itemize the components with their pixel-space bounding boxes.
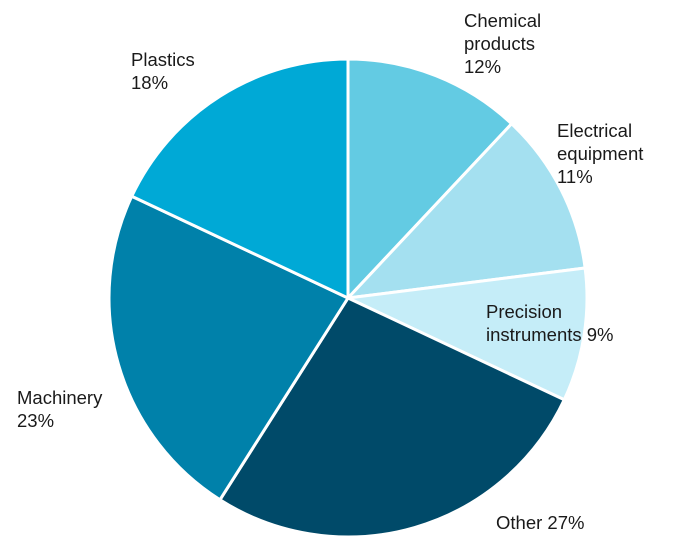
pie-slices [107, 57, 589, 538]
data-label-line: Precision [486, 301, 562, 322]
data-label-line: instruments 9% [486, 324, 614, 345]
data-label-precision-instruments: Precision instruments 9% [486, 301, 614, 345]
pie-slice-precision-instruments [346, 266, 589, 402]
data-label-electrical-equipment: Electrical equipment 11% [557, 120, 643, 187]
data-label-line: Chemical [464, 10, 541, 31]
pie-slice-machinery [107, 194, 350, 502]
data-label-line: 11% [557, 166, 593, 187]
data-label-line: 12% [464, 56, 501, 77]
data-label-chemical-products: Chemical products 12% [464, 10, 541, 77]
pie-labels: Chemical products 12%Electrical equipment 11… [17, 10, 643, 533]
data-label-line: Machinery [17, 387, 103, 408]
data-label-line: Plastics [131, 49, 195, 70]
pie-slice-electrical-equipment [346, 122, 587, 300]
data-label-other: Other 27% [496, 512, 584, 533]
data-label-line: Electrical [557, 120, 632, 141]
pie-slice-plastics [130, 57, 350, 300]
pie-slice-other [218, 296, 566, 538]
data-label-plastics: Plastics 18% [131, 49, 195, 93]
data-label-line: 23% [17, 410, 54, 431]
data-label-line: equipment [557, 143, 643, 164]
data-label-line: 18% [131, 72, 168, 93]
data-label-line: Other 27% [496, 512, 584, 533]
data-label-line: products [464, 33, 535, 54]
data-label-machinery: Machinery 23% [17, 387, 103, 431]
pie-slice-chemical-products [346, 57, 514, 300]
